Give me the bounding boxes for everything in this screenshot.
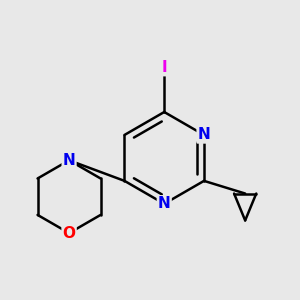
Text: I: I — [161, 60, 167, 75]
Text: N: N — [198, 128, 210, 142]
Text: N: N — [63, 153, 76, 168]
Text: N: N — [158, 196, 171, 211]
Text: O: O — [63, 226, 76, 241]
